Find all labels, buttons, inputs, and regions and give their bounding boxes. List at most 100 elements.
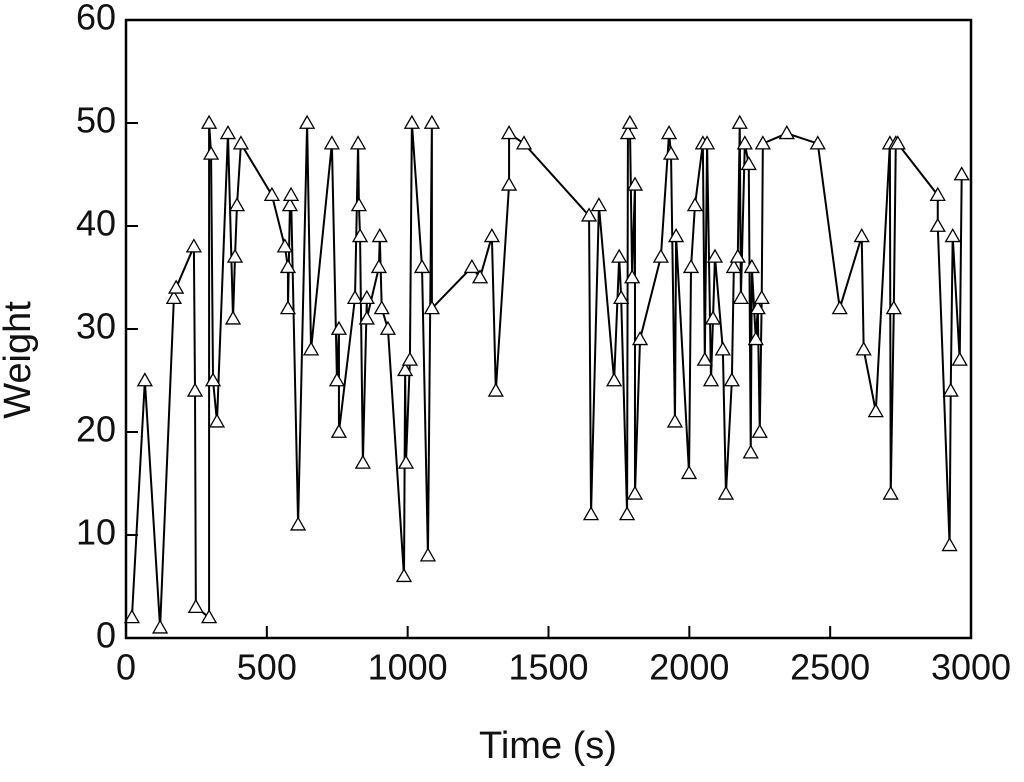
data-point xyxy=(618,506,636,521)
data-point xyxy=(732,289,749,305)
data-point xyxy=(358,289,375,305)
x-tick-label: 3000 xyxy=(931,647,1011,688)
series-line xyxy=(130,122,963,628)
data-point xyxy=(187,598,204,613)
data-point xyxy=(370,258,388,274)
data-point xyxy=(680,464,698,480)
data-point xyxy=(373,300,390,315)
data-point xyxy=(168,279,185,294)
data-point xyxy=(696,351,713,366)
data-point xyxy=(323,135,341,150)
data-point xyxy=(882,485,899,500)
data-point xyxy=(723,372,740,387)
data-point xyxy=(298,114,316,129)
data-point xyxy=(224,310,242,325)
data-point xyxy=(226,248,244,263)
data-point xyxy=(354,454,372,469)
data-point xyxy=(185,238,203,253)
data-point xyxy=(809,135,826,150)
data-point xyxy=(232,135,250,150)
data-point xyxy=(706,248,724,263)
data-point xyxy=(483,227,501,243)
data-point xyxy=(725,258,742,274)
data-point xyxy=(682,258,700,274)
data-point xyxy=(350,197,368,212)
data-point xyxy=(942,382,959,397)
data-point xyxy=(515,135,533,150)
data-point xyxy=(413,258,431,274)
data-point xyxy=(660,124,678,140)
y-tick-label: 10 xyxy=(76,512,116,553)
data-point xyxy=(204,372,222,387)
data-point xyxy=(613,289,630,305)
data-point xyxy=(702,372,720,387)
data-point xyxy=(423,300,441,315)
data-point xyxy=(500,124,518,140)
data-point xyxy=(929,186,946,202)
data-point xyxy=(346,289,364,305)
data-point xyxy=(731,114,748,129)
data-point xyxy=(330,423,348,438)
data-point xyxy=(282,186,300,202)
x-tick-label: 2500 xyxy=(790,647,870,688)
data-point xyxy=(867,403,884,418)
data-point xyxy=(831,300,848,315)
y-tick-label: 50 xyxy=(76,100,116,141)
data-point xyxy=(580,207,598,222)
data-point xyxy=(328,372,346,387)
data-point xyxy=(740,155,757,171)
data-point xyxy=(582,506,600,521)
data-point xyxy=(714,341,731,356)
data-point xyxy=(606,372,623,387)
data-point xyxy=(951,351,968,366)
data-point xyxy=(395,567,413,583)
data-point xyxy=(401,351,419,366)
plot-frame xyxy=(124,18,973,640)
data-point xyxy=(631,330,649,346)
x-tick-label: 1500 xyxy=(508,647,588,688)
data-point xyxy=(397,361,414,377)
data-point xyxy=(885,300,902,315)
y-axis-label: Weight xyxy=(0,301,39,419)
data-point xyxy=(754,135,771,150)
x-axis-label: Time (s) xyxy=(479,725,617,767)
data-point xyxy=(165,289,183,305)
data-point xyxy=(652,248,670,263)
data-point xyxy=(736,135,753,150)
data-point xyxy=(487,382,504,397)
data-point xyxy=(379,320,397,335)
data-point xyxy=(704,310,722,325)
data-point xyxy=(749,300,766,315)
data-point xyxy=(742,444,759,459)
data-point xyxy=(624,269,641,284)
data-point xyxy=(330,320,348,335)
data-point xyxy=(855,341,872,356)
x-tick-label: 1000 xyxy=(368,647,448,688)
data-point xyxy=(349,135,367,150)
data-point xyxy=(151,619,169,634)
data-point xyxy=(743,258,760,274)
data-point xyxy=(751,423,768,438)
data-point xyxy=(471,269,489,284)
y-tick-label: 60 xyxy=(76,0,116,38)
data-point xyxy=(263,186,281,202)
y-tick-label: 40 xyxy=(76,203,116,244)
data-point xyxy=(941,536,958,552)
data-point xyxy=(371,227,388,243)
data-point xyxy=(200,114,218,129)
data-point xyxy=(279,258,297,274)
data-point xyxy=(621,114,639,129)
data-point xyxy=(698,135,716,150)
data-point xyxy=(200,609,218,624)
data-point xyxy=(626,485,644,500)
data-point xyxy=(279,300,297,315)
x-tick-label: 500 xyxy=(237,647,297,688)
data-point xyxy=(351,227,369,243)
data-point xyxy=(358,310,375,325)
data-point xyxy=(463,258,481,274)
data-point xyxy=(302,341,320,356)
data-point xyxy=(276,238,293,253)
data-point xyxy=(419,547,437,562)
data-point xyxy=(289,516,307,531)
